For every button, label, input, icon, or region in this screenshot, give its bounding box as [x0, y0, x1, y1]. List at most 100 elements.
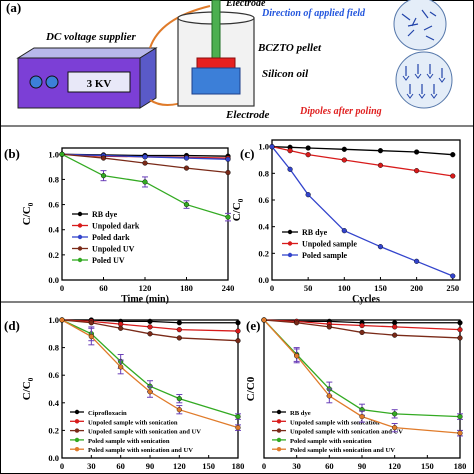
legend-label: Unpoled dark [92, 222, 140, 231]
data-point [118, 325, 124, 331]
dipoles-label: Dipoles after poling [299, 106, 382, 117]
x-tick-label: 150 [421, 461, 434, 471]
bczto-pellet [196, 57, 236, 69]
x-tick-label: 150 [374, 283, 387, 293]
legend-label: Unpoled sample with sonication and UV [88, 429, 201, 436]
x-tick-label: 250 [446, 283, 459, 293]
electrode-bottom-label: Electrode [225, 109, 269, 121]
legend-label: Poled sample with sonication [88, 438, 170, 445]
legend-marker [77, 234, 83, 240]
legend-label: Poled dark [92, 233, 130, 242]
x-axis-label: Cycles [352, 294, 380, 305]
chart-panel-0: (b) 0 60 120 180 240 0.0 0.2 0.4 0.6 0.8 1.0 Time (m… [4, 146, 234, 305]
voltage-display-text: 3 KV [87, 78, 112, 90]
x-tick-label: 180 [232, 461, 245, 471]
y-tick-label: 0.4 [48, 225, 59, 235]
pellet-label: BCZTO pellet [257, 42, 322, 54]
y-tick-label: 0.6 [258, 195, 269, 205]
x-tick-label: 60 [99, 283, 108, 293]
data-point [326, 324, 332, 330]
data-point [457, 327, 463, 333]
data-point [225, 214, 231, 220]
data-point [183, 155, 190, 161]
data-point [147, 318, 153, 324]
data-point [341, 157, 347, 163]
electrode-top-label: Electrode [225, 0, 266, 9]
data-point [261, 317, 267, 323]
data-point [142, 160, 148, 166]
x-tick-label: 120 [139, 283, 152, 293]
y-axis-label-subscript: 0 [237, 198, 245, 202]
y-tick-label: 0.6 [48, 370, 59, 380]
data-point [176, 407, 182, 413]
data-point [59, 151, 65, 157]
data-point [414, 168, 420, 174]
data-point [142, 154, 148, 160]
data-point [287, 148, 293, 154]
bottom-electrode [191, 67, 241, 95]
data-point [450, 273, 456, 279]
x-tick-label: 200 [410, 283, 423, 293]
legend-marker [74, 419, 80, 424]
chart-panel-2: (d) 0 30 60 90 120 150 180 0.0 0.2 0.4 0.6 0.8 1.0 C/C… [4, 315, 244, 471]
y-axis-label: C/C0 [245, 376, 257, 401]
legend-marker [287, 241, 293, 246]
x-axis-label: Time (min) [121, 294, 169, 305]
legend-label: Unpoled sample [302, 240, 357, 249]
chart-panel-3: (e) 0 30 60 90 120 150 180 C/C0 RB dye Unpoled sam… [245, 317, 466, 471]
data-point [450, 152, 456, 158]
data-point [414, 149, 420, 155]
series-line-3 [263, 319, 461, 418]
data-point [147, 331, 153, 337]
x-tick-label: 30 [87, 461, 96, 471]
data-point [59, 317, 65, 323]
data-point [235, 320, 241, 326]
x-tick-label: 30 [292, 461, 301, 471]
data-point [341, 228, 347, 234]
legend-label: Poled sample [302, 251, 348, 260]
data-point [88, 333, 94, 340]
field-label: Direction of applied field [261, 8, 366, 19]
data-point [392, 332, 398, 338]
data-point [359, 329, 365, 336]
legend-label: Unpoled sample with sonication [290, 419, 380, 426]
legend-marker [74, 428, 80, 433]
legend-label: RB dye [290, 410, 311, 417]
legend-marker [77, 257, 83, 263]
series-line-4 [61, 319, 239, 429]
y-tick-label: 0.6 [48, 200, 59, 210]
data-point [305, 145, 311, 151]
legend-label: RB dye [302, 228, 328, 237]
data-point [176, 320, 182, 326]
x-tick-label: 180 [180, 283, 193, 293]
data-point [326, 393, 332, 399]
series-line-1 [263, 319, 461, 331]
panel-label: (d) [4, 318, 20, 333]
electrode-rod [211, 0, 221, 59]
x-tick-label: 120 [388, 461, 401, 471]
wire-top [149, 5, 211, 49]
data-point [359, 322, 365, 329]
legend-marker [74, 437, 80, 443]
panel-label: (b) [4, 146, 20, 161]
data-point [235, 414, 241, 420]
data-point [118, 364, 124, 370]
legend-marker [276, 428, 282, 433]
data-point [225, 156, 231, 162]
y-tick-label: 0.4 [48, 398, 59, 408]
series-line-2 [263, 319, 461, 339]
x-tick-label: 240 [222, 283, 235, 293]
data-point [183, 201, 190, 208]
data-point [377, 244, 384, 250]
y-tick-label: 0.2 [48, 425, 59, 435]
data-point [450, 173, 456, 179]
data-point [457, 335, 463, 341]
dipoles-after-icon [395, 51, 453, 109]
x-tick-label: 0 [262, 461, 266, 471]
x-tick-label: 100 [338, 283, 351, 293]
data-point [305, 192, 311, 198]
data-point [294, 353, 300, 359]
legend-marker [276, 447, 282, 452]
y-tick-label: 0.2 [48, 250, 59, 260]
